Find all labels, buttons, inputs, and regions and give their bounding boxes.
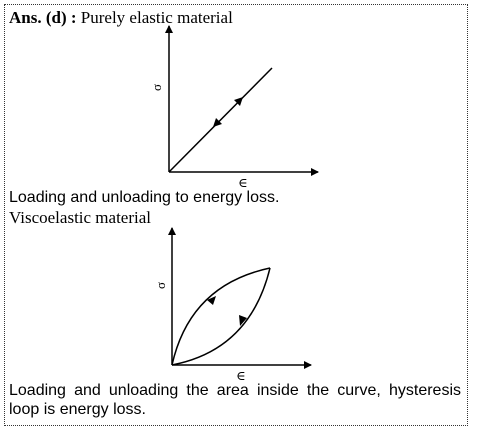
elastic-diagram: σ ∈ [149, 25, 319, 190]
elastic-stress-strain-line [168, 67, 273, 173]
viscoelastic-caption: Loading and unloading the area inside th… [9, 382, 461, 418]
loading-curve-arrow-icon [207, 296, 216, 305]
viscoelastic-diagram: σ ∈ [153, 227, 312, 383]
unloading-curve-arrow-icon [239, 315, 247, 326]
visco-x-label: ∈ [236, 368, 246, 383]
loading-arrow-icon [234, 97, 243, 106]
visco-y-label: σ [153, 282, 168, 289]
elastic-caption: Loading and unloading to energy loss. [9, 189, 280, 206]
elastic-title: Purely elastic material [80, 8, 233, 27]
answer-heading: Ans. (d) : Purely elastic material [9, 8, 233, 28]
answer-box [4, 4, 468, 426]
unloading-curve [171, 267, 271, 366]
unloading-arrow-icon [213, 118, 222, 127]
answer-prefix: Ans. (d) : [9, 8, 77, 27]
elastic-x-label: ∈ [238, 175, 248, 190]
elastic-y-label: σ [149, 84, 164, 91]
loading-curve [171, 267, 271, 366]
viscoelastic-title: Viscoelastic material [9, 208, 152, 227]
